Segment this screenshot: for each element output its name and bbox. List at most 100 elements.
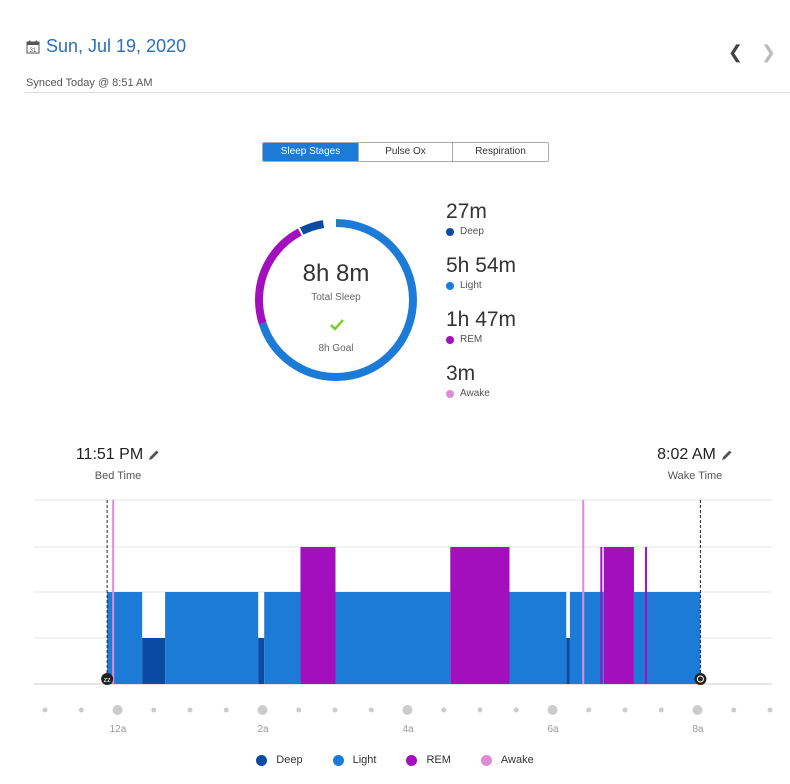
stage-bar-light [633, 592, 701, 684]
stage-label: Deep [460, 226, 484, 237]
legend-awake-dot [480, 754, 492, 766]
time-axis-dot [477, 707, 483, 713]
legend-rem: REM [406, 754, 451, 766]
stage-spike-awake [112, 500, 115, 684]
wake-time: 8:02 AM Wake Time [645, 446, 745, 482]
legend-label: Awake [500, 754, 534, 766]
time-axis-dot [731, 707, 737, 713]
time-axis-dot [622, 707, 628, 713]
bed-time-label: Bed Time [94, 470, 142, 482]
x-tick-label: 4a [402, 724, 414, 735]
stage-bar-light [335, 592, 451, 684]
stage-bar-light [165, 592, 259, 684]
stage-bar-rem [603, 547, 634, 684]
legend-label: Light [352, 754, 377, 766]
legend-light: Light [332, 754, 377, 766]
stage-awake: 3m Awake [446, 362, 516, 416]
time-axis-dot [151, 707, 157, 713]
awake-dot-icon [446, 389, 454, 398]
time-axis-dot [78, 707, 84, 713]
deep-dot-icon [446, 227, 454, 236]
stage-spike-rem [645, 547, 648, 684]
sleep-goal: 8h Goal [318, 343, 354, 354]
chevron-right-icon[interactable]: ❯ [760, 42, 776, 62]
stage-bar-light [264, 592, 301, 684]
x-tick-label: 12a [110, 724, 127, 735]
sleep-ring: 8h 8m Total Sleep 8h Goal [252, 216, 420, 384]
hypnogram-chart: zz 12a 2a 4a 6a 8a [34, 499, 773, 735]
time-axis-dot [586, 707, 592, 713]
check-icon [330, 319, 344, 331]
ring-rem-segment [255, 219, 417, 381]
time-axis-dot [296, 707, 302, 713]
tab-sleep-stages[interactable]: Sleep Stages [263, 143, 358, 161]
time-axis-dot [257, 705, 268, 715]
light-dot-icon [446, 281, 454, 290]
stage-bar-deep [142, 638, 166, 684]
chevron-left-icon[interactable]: ❮ [727, 42, 743, 62]
wake-time-value: 8:02 AM [657, 446, 716, 463]
stage-deep: 27m Deep [446, 200, 516, 254]
calendar-day: 31 [30, 48, 37, 54]
legend-rem-dot [406, 754, 418, 766]
time-axis-dot [547, 705, 558, 715]
stage-label: REM [460, 334, 483, 345]
ring-light-segment [255, 219, 417, 381]
date-navigation: ❮ ❯ [728, 42, 776, 63]
stage-light: 5h 54m Light [446, 254, 516, 308]
stage-spike-awake [582, 500, 585, 684]
time-axis-dot [441, 707, 447, 713]
legend-label: Deep [276, 754, 303, 766]
time-axis-dot [112, 705, 123, 715]
legend-deep-dot [256, 754, 268, 766]
stage-spike-rem [600, 547, 603, 684]
time-axis-dot [402, 705, 413, 715]
time-axis-dot [187, 707, 193, 713]
tab-pulse-ox[interactable]: Pulse Ox [358, 143, 452, 161]
stage-duration: 3m [446, 362, 476, 385]
page-header: 31 Sun, Jul 19, 2020 [26, 36, 790, 57]
time-axis-dot [658, 707, 664, 713]
chart-legend: Deep Light REM Awake [0, 754, 790, 766]
sleep-ring-chart [255, 219, 417, 381]
time-axis-dot [332, 707, 338, 713]
stage-bar-deep [566, 638, 570, 684]
stage-bar-deep [258, 638, 265, 684]
sleep-start-icon [101, 673, 114, 685]
x-tick-label: 2a [257, 724, 269, 735]
legend-label: REM [426, 754, 451, 766]
legend-light-dot [332, 754, 344, 766]
stage-bar-rem [300, 547, 336, 684]
total-sleep-value: 8h 8m [302, 260, 370, 287]
stage-label: Awake [460, 388, 490, 399]
stage-label: Light [460, 280, 482, 291]
time-axis-dot [767, 707, 773, 713]
wake-time-label: Wake Time [667, 470, 723, 482]
pencil-icon[interactable] [148, 449, 160, 461]
view-tabs: Sleep Stages Pulse Ox Respiration [262, 142, 549, 162]
stage-bar-rem [450, 547, 510, 684]
pencil-icon[interactable] [721, 449, 733, 461]
legend-deep: Deep [256, 754, 303, 766]
bed-time: 11:51 PM Bed Time [66, 446, 170, 482]
x-tick-label: 8a [692, 724, 704, 735]
time-axis-dot [692, 705, 703, 715]
total-sleep-label: Total Sleep [311, 292, 361, 303]
sleep-start-glyph: zz [104, 677, 112, 684]
rem-dot-icon [446, 335, 454, 344]
legend-awake: Awake [480, 754, 534, 766]
calendar-icon: 31 [26, 40, 40, 54]
stage-duration: 27m [446, 200, 487, 223]
time-axis-dot [42, 707, 48, 713]
alarm-clock-icon [694, 673, 707, 685]
tab-respiration[interactable]: Respiration [452, 143, 548, 161]
time-axis-dot [223, 707, 229, 713]
stage-bar-light [569, 592, 604, 684]
time-axis-dot [513, 707, 519, 713]
page-title: Sun, Jul 19, 2020 [46, 36, 187, 56]
header-divider [24, 92, 790, 93]
stage-summary: 27m Deep 5h 54m Light 1h 47m REM 3m Awak… [446, 200, 516, 416]
time-axis-dot [368, 707, 374, 713]
stage-bar-light [509, 592, 567, 684]
sync-status: Synced Today @ 8:51 AM [26, 77, 153, 89]
